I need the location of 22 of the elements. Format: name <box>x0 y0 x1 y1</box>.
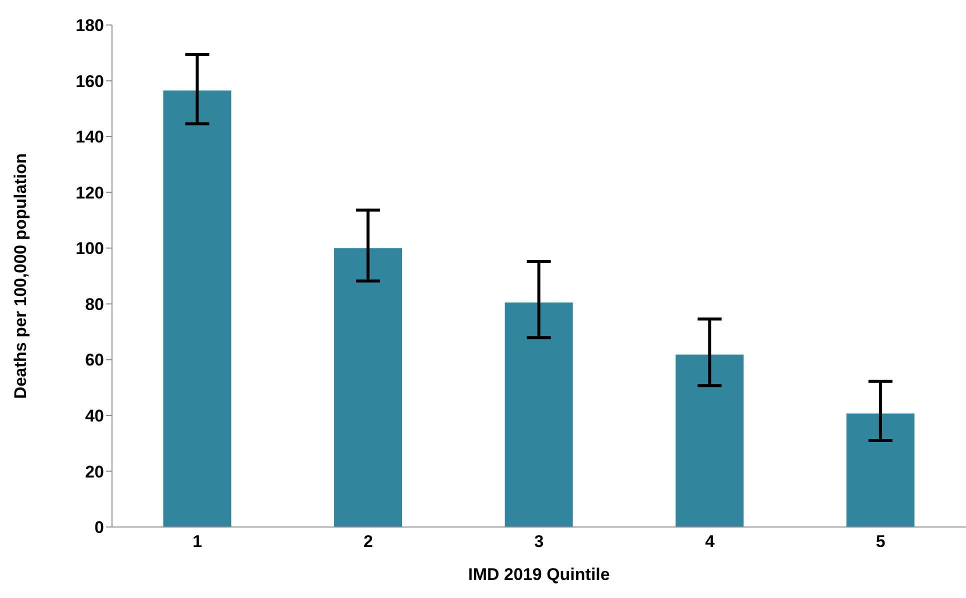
bar <box>676 354 744 527</box>
bar <box>163 90 232 527</box>
y-tick-label: 0 <box>94 518 104 538</box>
y-tick-label: 120 <box>76 183 104 202</box>
y-tick-label: 20 <box>85 462 104 482</box>
x-axis-title: IMD 2019 Quintile <box>468 565 610 584</box>
y-axis-title: Deaths per 100,000 population <box>11 153 30 399</box>
x-tick-label: 1 <box>192 532 202 552</box>
y-tick-label: 180 <box>76 16 104 36</box>
bar <box>846 413 914 527</box>
y-tick-label: 40 <box>85 406 104 426</box>
x-tick-label: 4 <box>705 532 716 552</box>
x-tick-label: 5 <box>876 532 886 552</box>
y-tick-label: 100 <box>76 239 104 258</box>
x-tick-label: 3 <box>534 532 544 552</box>
y-tick-label: 140 <box>76 128 104 147</box>
y-tick-label: 80 <box>85 294 104 314</box>
bar <box>504 302 573 527</box>
y-tick-label: 160 <box>76 72 104 91</box>
x-tick-label: 2 <box>363 532 373 552</box>
bar <box>334 248 402 527</box>
y-tick-label: 60 <box>85 350 104 370</box>
